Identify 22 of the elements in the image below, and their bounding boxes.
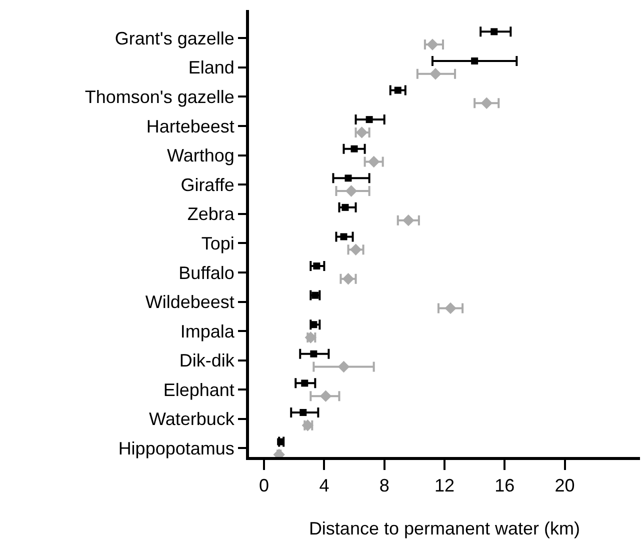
x-tick-label: 0: [259, 476, 270, 496]
y-tick-label: Grant's gazelle: [114, 28, 234, 48]
y-tick-label: Giraffe: [180, 174, 234, 195]
y-tick-label: Wildebeest: [145, 292, 234, 312]
y-tick-label: Warthog: [167, 146, 234, 166]
y-tick-label: Waterbuck: [149, 409, 236, 430]
x-tick-label: 16: [494, 476, 515, 496]
x-tick-label: 4: [319, 476, 330, 496]
x-tick-label: 12: [434, 476, 455, 496]
x-axis-title: Distance to permanent water (km): [308, 518, 580, 539]
y-tick-label: Elephant: [163, 380, 234, 400]
y-tick-label: Hippopotamus: [118, 438, 234, 459]
y-tick-label: Hartebeest: [146, 116, 234, 136]
x-tick-label: 8: [379, 476, 390, 496]
y-tick-label: Topi: [201, 233, 234, 254]
y-tick-label: Eland: [188, 58, 234, 78]
y-tick-label: Zebra: [187, 204, 236, 224]
y-tick-label: Impala: [180, 321, 236, 342]
x-tick-label: 20: [554, 476, 575, 496]
y-tick-label: Dik-dik: [179, 350, 236, 371]
y-tick-label: Thomson's gazelle: [84, 87, 234, 108]
y-tick-label: Buffalo: [178, 262, 234, 283]
